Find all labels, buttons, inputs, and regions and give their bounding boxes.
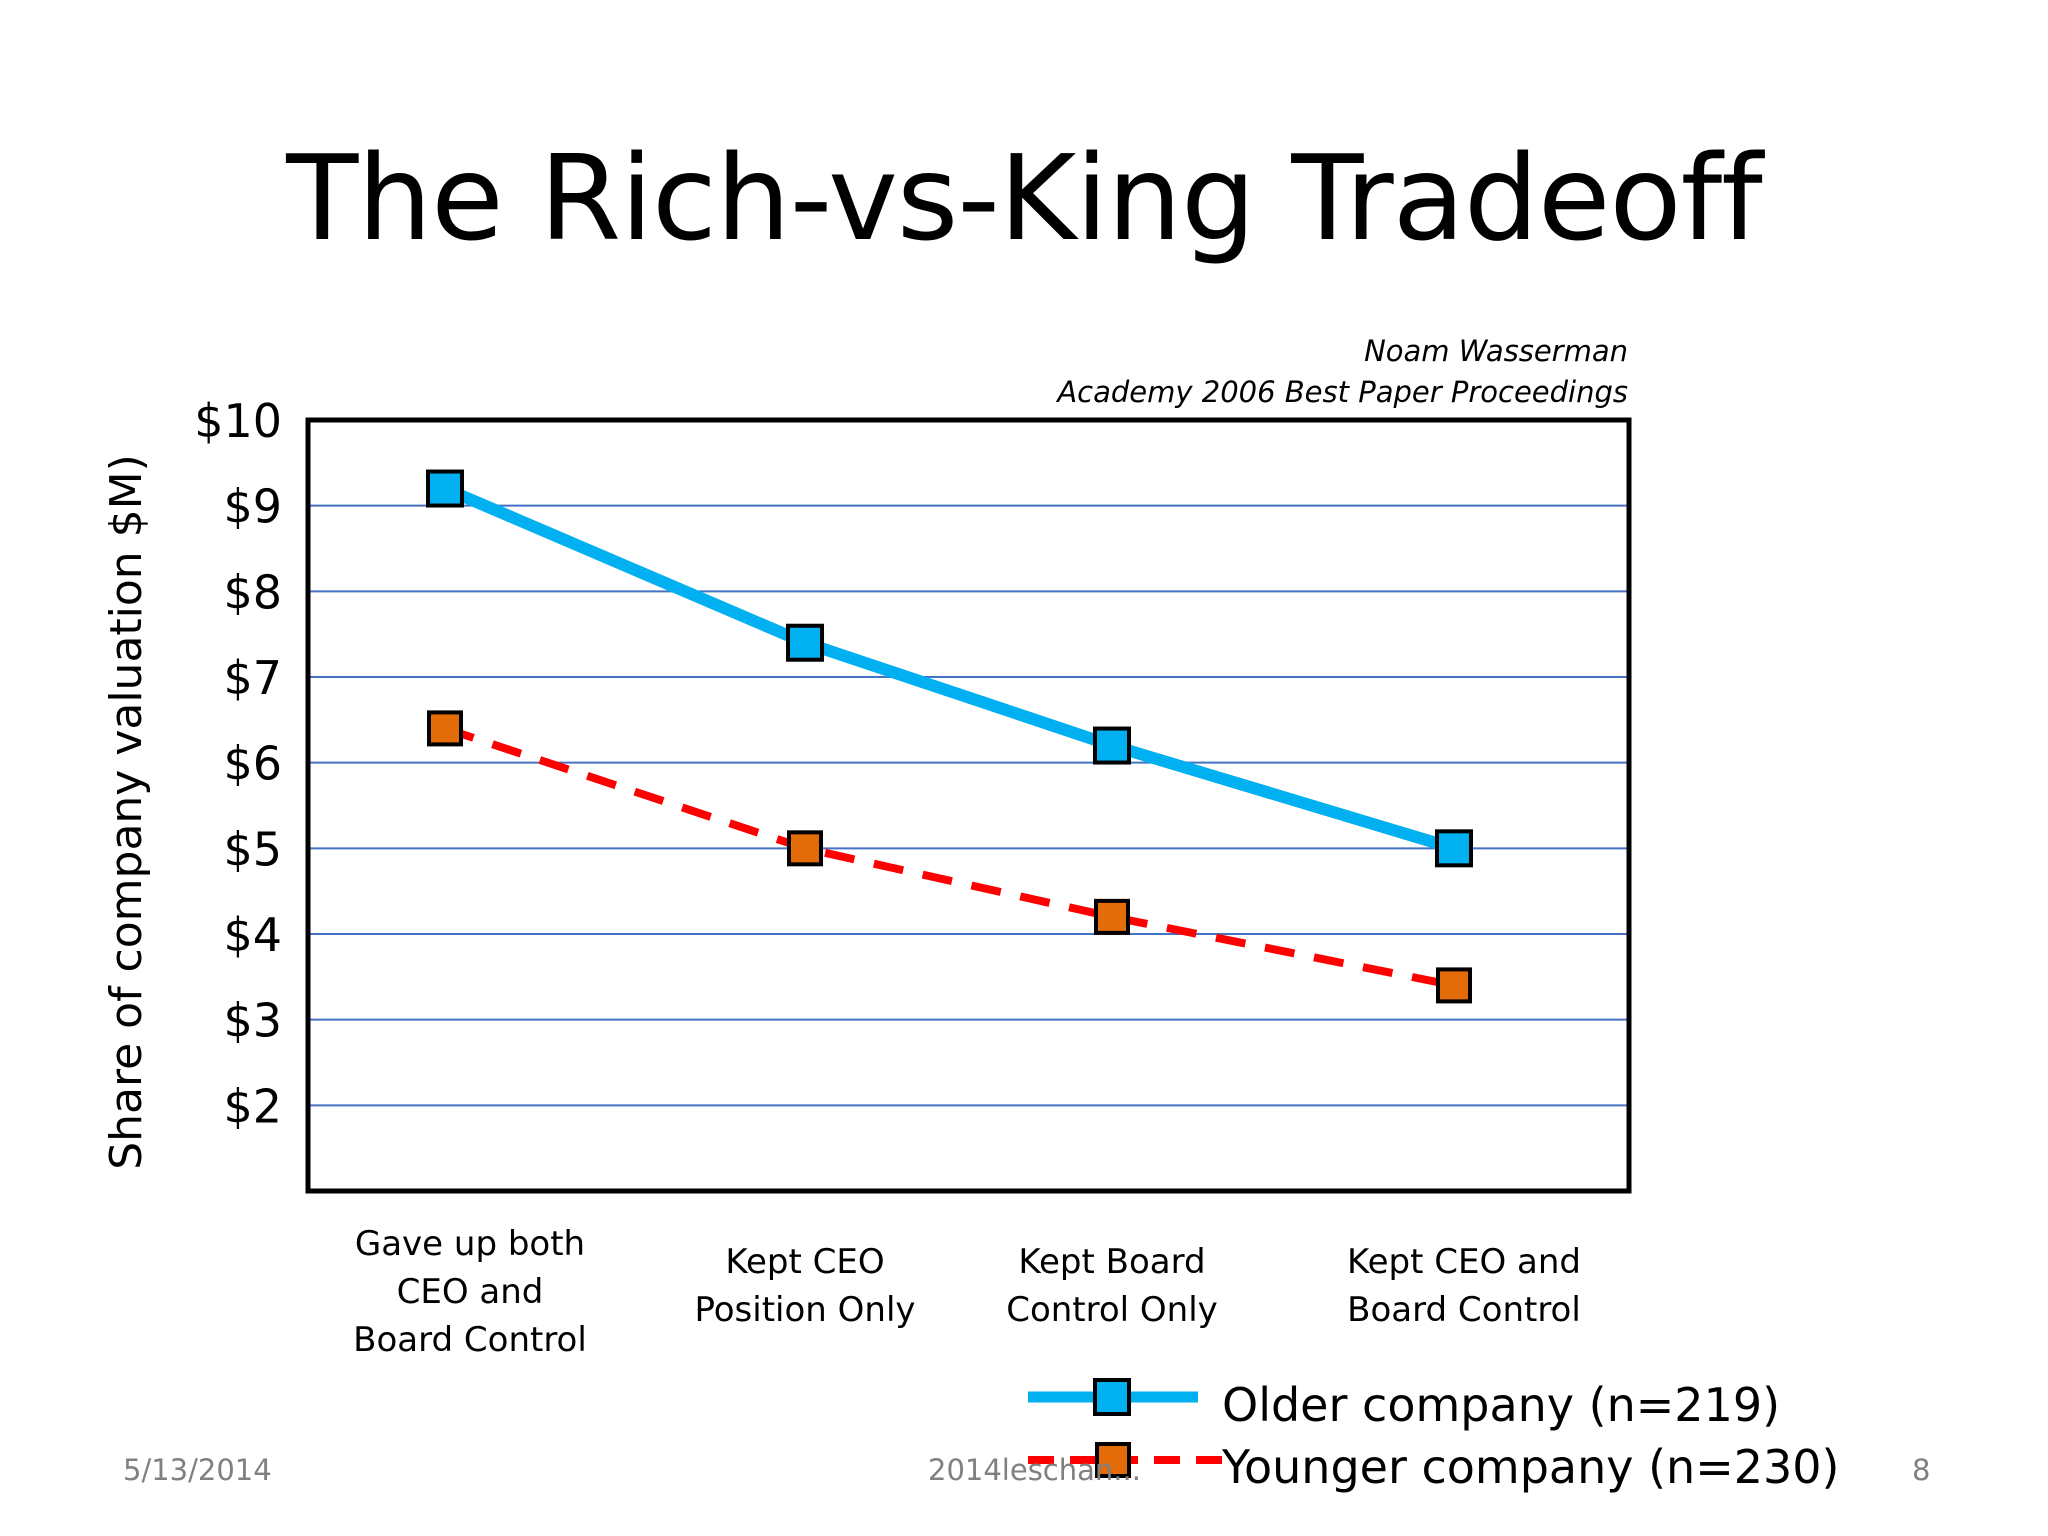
y-tick-label: $4: [223, 908, 282, 962]
y-tick-label: $10: [194, 394, 282, 448]
data-point-younger: [787, 830, 823, 867]
y-tick-label: $6: [223, 737, 282, 791]
y-tick-label: $8: [223, 565, 282, 619]
legend-younger-label: Younger company (n=230): [1222, 1440, 1840, 1494]
data-point-younger: [1094, 898, 1130, 935]
legend-younger-marker: [1095, 1442, 1131, 1478]
data-point-older: [426, 469, 464, 508]
data-point-younger: [1436, 967, 1472, 1004]
attribution-venue: Academy 2006 Best Paper Proceedings: [1057, 375, 1628, 409]
y-tick-label: $5: [223, 822, 282, 876]
y-tick-label: $2: [223, 1079, 282, 1133]
legend-older-label: Older company (n=219): [1222, 1378, 1781, 1432]
series-line-older: [442, 483, 1456, 855]
data-point-older: [786, 623, 824, 662]
x-category-label: Kept CEO Position Only: [694, 1242, 916, 1330]
x-category-label: Kept CEO and Board Control: [1347, 1242, 1581, 1330]
page-number: 8: [1912, 1453, 1931, 1487]
data-point-younger: [427, 710, 463, 747]
plot-frame: [305, 417, 1632, 1194]
data-point-older: [1435, 829, 1473, 868]
data-point-older: [1093, 726, 1131, 765]
y-tick-label: $9: [223, 480, 282, 534]
y-tick-label: $7: [223, 651, 282, 705]
footer-filename: 2014leschan...: [928, 1453, 1141, 1487]
footer-date: 5/13/2014: [123, 1453, 272, 1487]
slide-title: The Rich-vs-King Tradeoff: [286, 129, 1762, 267]
series-line-younger: [443, 724, 1455, 990]
x-category-label: Kept Board Control Only: [1006, 1242, 1218, 1330]
attribution-author: Noam Wasserman: [1364, 334, 1628, 368]
x-category-label: Gave up both CEO and Board Control: [353, 1224, 587, 1360]
legend-older-marker: [1093, 1378, 1131, 1416]
y-tick-label: $3: [223, 994, 282, 1048]
